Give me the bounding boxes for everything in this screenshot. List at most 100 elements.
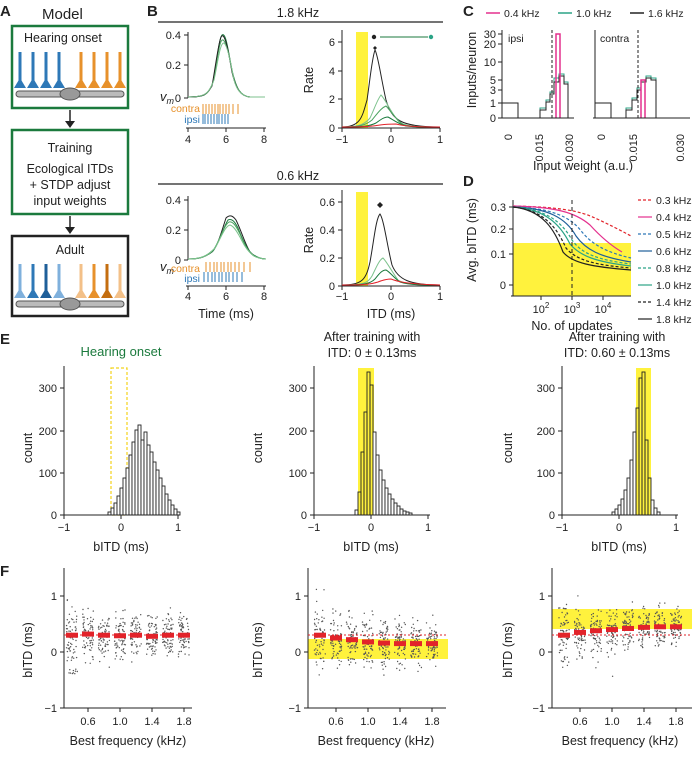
scatter-point: [168, 620, 171, 622]
scatter-point: [380, 645, 383, 647]
scatter-point: [115, 655, 118, 657]
scatter-point: [661, 612, 664, 614]
tick: 1: [490, 98, 496, 110]
scatter-point: [88, 649, 91, 651]
scatter-point: [677, 620, 679, 622]
scatter-point: [333, 630, 335, 632]
scatter-point: [388, 658, 390, 660]
scatter-point: [315, 588, 318, 591]
scatter-point: [396, 660, 399, 663]
scatter-point: [150, 645, 152, 647]
scatter-point: [372, 632, 374, 635]
mean-marker: [178, 632, 190, 638]
training-line-1: Ecological ITDs: [27, 162, 114, 176]
tick: 0.2: [166, 225, 181, 237]
scatter-point: [117, 645, 119, 647]
scatter-point: [379, 649, 381, 651]
scatter-point: [414, 640, 416, 642]
scatter-point: [172, 651, 174, 653]
scatter-point: [380, 631, 383, 633]
scatter-point: [430, 650, 432, 652]
scatter-point: [354, 662, 357, 664]
scatter-point: [351, 631, 353, 633]
tick: 6: [223, 134, 229, 146]
e-hist-train060: count 0 100 200 300 −1 0 1 bITD (ms): [501, 366, 679, 554]
scatter-point: [412, 650, 415, 653]
scatter-point: [398, 629, 400, 631]
scatter-point: [595, 623, 597, 625]
scatter-point: [680, 615, 683, 618]
scatter-point: [187, 625, 189, 628]
scatter-point: [155, 625, 157, 627]
scatter-point: [678, 621, 680, 623]
scatter-point: [164, 641, 166, 643]
scatter-point: [624, 649, 626, 651]
scatter-point: [66, 660, 68, 662]
tick: 1.4: [636, 716, 651, 728]
scatter-point: [627, 648, 629, 650]
panel-letter-c: C: [463, 3, 474, 20]
scatter-point: [162, 641, 164, 644]
scatter-point: [154, 650, 156, 653]
scatter-point: [578, 622, 580, 624]
scatter-point: [382, 668, 384, 670]
scatter-point: [115, 647, 117, 649]
scatter-point: [100, 637, 102, 639]
tick: 0.6: [572, 716, 587, 728]
scatter-point: [136, 627, 138, 630]
scatter-point: [122, 650, 124, 653]
mean-marker: [590, 628, 602, 634]
tick: 0.030: [675, 134, 687, 162]
scatter-point: [592, 648, 595, 651]
scatter-point: [66, 619, 69, 621]
ipsi-raster: [202, 114, 229, 124]
scatter-point: [114, 643, 117, 645]
tick: −1: [308, 522, 321, 534]
scatter-point: [647, 619, 649, 621]
scatter-point: [154, 646, 156, 648]
scatter-point: [76, 615, 78, 617]
mean-marker: [330, 635, 342, 641]
scatter-point: [417, 670, 419, 673]
scatter-point: [626, 622, 628, 625]
scatter-point: [380, 661, 383, 664]
scatter-point: [623, 637, 625, 639]
scatter-point: [436, 652, 439, 654]
scatter-point: [98, 642, 100, 644]
scatter-point: [647, 617, 650, 619]
scatter-point: [622, 635, 624, 637]
scatter-point: [646, 633, 648, 635]
scatter-point: [612, 612, 614, 614]
scatter-point: [674, 631, 676, 634]
scatter-point: [321, 668, 324, 670]
scatter-point: [574, 624, 576, 627]
panel-d: D Avg. bITD (ms) 0 0.1 0.2 0.3 102 103: [463, 173, 692, 333]
tick: −1: [532, 703, 545, 715]
scatter-point: [332, 653, 334, 655]
scatter-point: [122, 609, 124, 612]
scatter-point: [89, 622, 91, 625]
f-ylabel: bITD (ms): [501, 622, 515, 678]
scatter-point: [347, 659, 350, 661]
scatter-point: [340, 660, 342, 663]
scatter-point: [364, 626, 366, 628]
scatter-point: [345, 621, 348, 623]
scatter-point: [103, 639, 105, 641]
scatter-point: [672, 633, 674, 635]
scatter-point: [594, 638, 597, 640]
scatter-point: [614, 643, 617, 645]
scatter-point: [625, 611, 628, 613]
scatter-point: [434, 631, 437, 633]
scatter-point: [628, 611, 630, 613]
scatter-point: [90, 616, 92, 619]
scatter-point: [323, 639, 325, 641]
scatter-point: [628, 635, 630, 638]
scatter-point: [119, 658, 121, 660]
scatter-point: [638, 638, 640, 640]
scatter-point: [412, 653, 414, 655]
scatter-point: [88, 637, 90, 639]
scatter-point: [382, 623, 384, 626]
scatter-point: [352, 658, 354, 660]
scatter-point: [397, 638, 399, 640]
scatter-point: [84, 662, 87, 664]
